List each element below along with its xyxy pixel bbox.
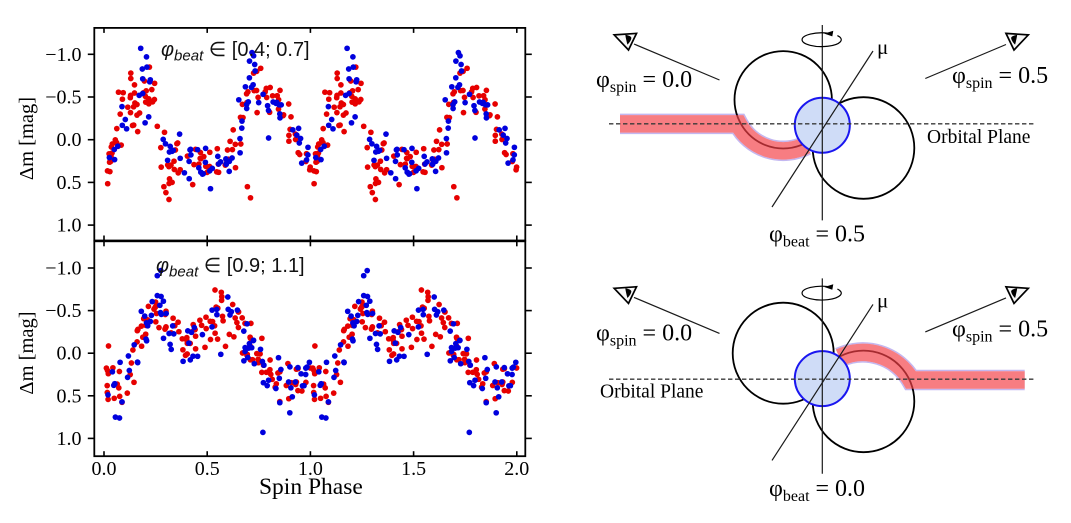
svg-text:φbeat = 0.0: φbeat = 0.0 [769,476,865,505]
svg-text:1.0: 1.0 [298,458,323,480]
svg-text:1.5: 1.5 [401,458,426,480]
svg-text:Orbital Plane: Orbital Plane [927,127,1030,148]
svg-text:−1.0: −1.0 [45,44,81,66]
svg-text:Δm [mag]: Δm [mag] [16,97,38,180]
svg-text:Orbital Plane: Orbital Plane [600,382,703,403]
svg-text:φspin = 0.5: φspin = 0.5 [952,63,1048,92]
svg-text:0.5: 0.5 [57,385,82,407]
svg-text:Δm [mag]: Δm [mag] [16,311,38,394]
svg-text:2.0: 2.0 [504,458,529,480]
svg-text:0.0: 0.0 [57,343,82,365]
svg-text:φbeat ∈ [0.9; 1.1]: φbeat ∈ [0.9; 1.1] [156,255,305,281]
svg-text:−1.0: −1.0 [45,258,81,280]
svg-text:0.5: 0.5 [57,172,82,194]
svg-text:1.0: 1.0 [57,215,82,237]
svg-text:μ: μ [877,288,888,312]
svg-text:Spin Phase: Spin Phase [259,474,363,500]
svg-text:0.5: 0.5 [195,458,220,480]
svg-text:−0.5: −0.5 [45,300,81,322]
svg-text:1.0: 1.0 [57,428,82,450]
svg-text:−0.5: −0.5 [45,87,81,109]
svg-text:0.0: 0.0 [57,129,82,151]
svg-text:0.0: 0.0 [92,458,117,480]
svg-text:μ: μ [877,35,888,59]
svg-text:φbeat ∈ [0.4; 0.7]: φbeat ∈ [0.4; 0.7] [161,39,310,65]
